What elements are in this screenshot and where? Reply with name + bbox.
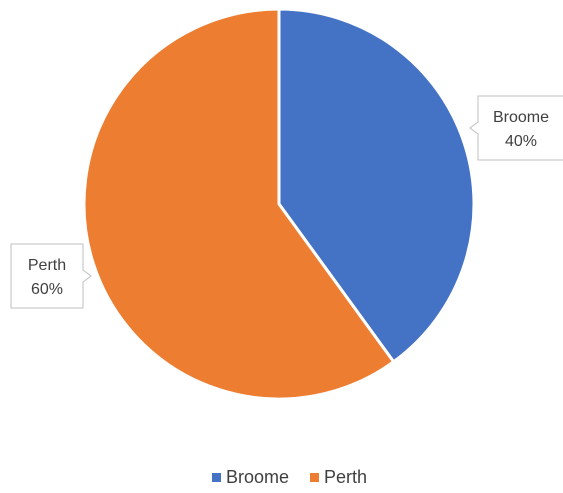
data-label-box-perth [10,243,92,309]
legend-swatch-perth [310,473,319,482]
data-label-box-broome [469,95,563,161]
legend-label-broome: Broome [226,467,289,487]
legend-item-perth: Perth [310,467,367,487]
data-label-perth: Perth 60% [10,243,92,309]
pie-slice-perth [82,7,396,401]
legend-item-broome: Broome [212,467,289,487]
data-label-category-broome: Broome [493,109,549,126]
data-label-category-perth: Perth [28,257,66,274]
pie-slices [82,7,476,401]
data-label-value-perth: 60% [31,281,63,298]
data-label-value-broome: 40% [505,133,537,150]
pie-slice-broome [277,7,476,364]
legend-label-perth: Perth [324,467,367,487]
data-label-callouts: Broome 40% Perth 60% [10,95,563,309]
legend-swatch-broome [212,473,221,482]
data-label-broome: Broome 40% [469,95,563,161]
legend: Broome Perth [212,467,367,487]
